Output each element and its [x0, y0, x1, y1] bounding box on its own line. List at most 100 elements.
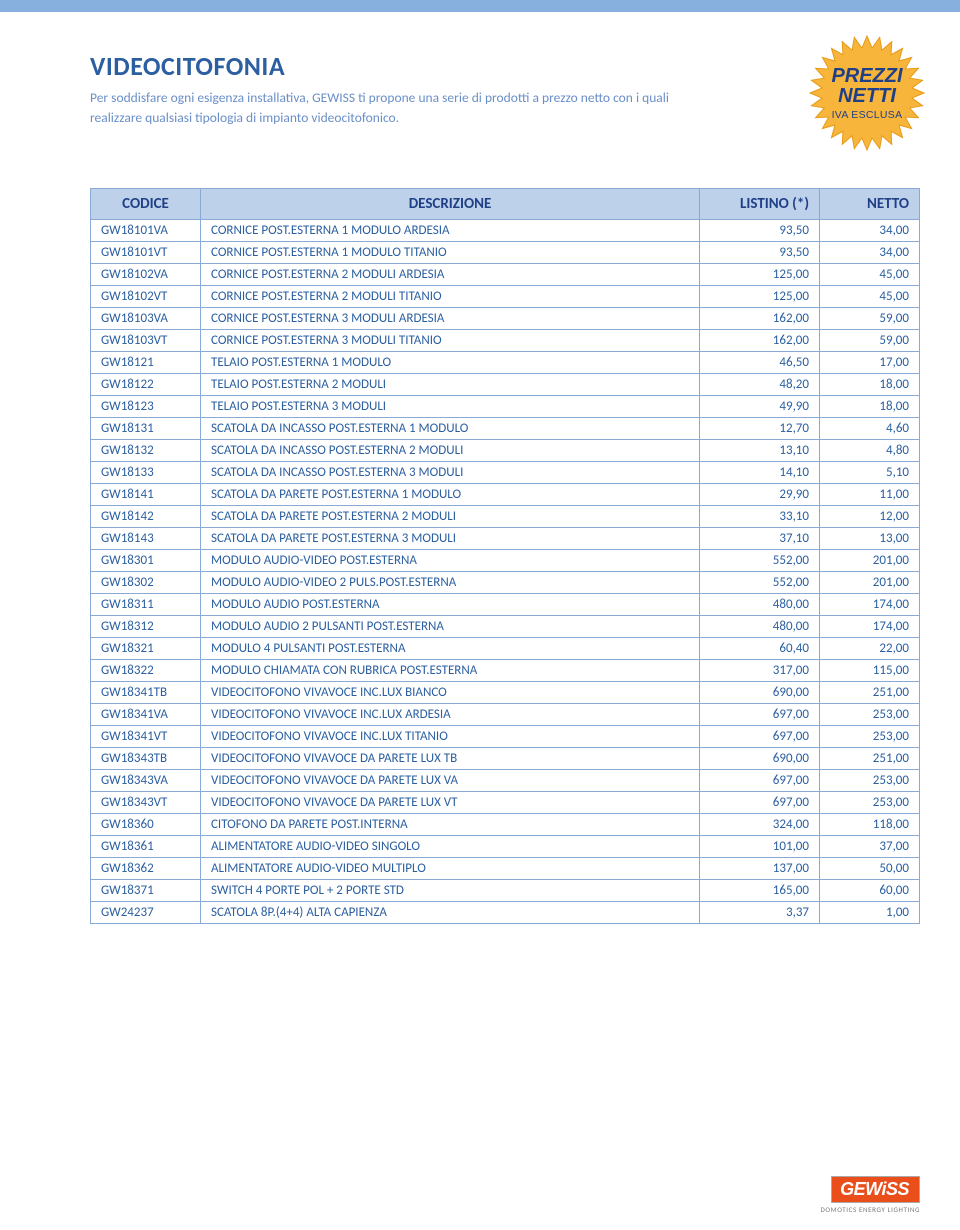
- cell-listino: 690,00: [700, 682, 820, 704]
- cell-descrizione: VIDEOCITOFONO VIVAVOCE INC.LUX TITANIO: [201, 726, 700, 748]
- cell-codice: GW18321: [91, 638, 201, 660]
- price-table: CODICE DESCRIZIONE LISTINO (*) NETTO GW1…: [90, 188, 920, 924]
- table-row: GW18360CITOFONO DA PARETE POST.INTERNA32…: [91, 814, 920, 836]
- top-accent-bar: [0, 0, 960, 12]
- table-row: GW18301MODULO AUDIO-VIDEO POST.ESTERNA55…: [91, 550, 920, 572]
- cell-listino: 480,00: [700, 616, 820, 638]
- cell-listino: 60,40: [700, 638, 820, 660]
- cell-codice: GW18142: [91, 506, 201, 528]
- cell-descrizione: MODULO AUDIO POST.ESTERNA: [201, 594, 700, 616]
- table-row: GW18103VACORNICE POST.ESTERNA 3 MODULI A…: [91, 308, 920, 330]
- cell-netto: 201,00: [820, 572, 920, 594]
- col-netto: NETTO: [820, 189, 920, 220]
- table-row: GW18371SWITCH 4 PORTE POL + 2 PORTE STD1…: [91, 880, 920, 902]
- cell-netto: 201,00: [820, 550, 920, 572]
- badge-line2: NETTI: [838, 86, 896, 106]
- cell-codice: GW18301: [91, 550, 201, 572]
- cell-descrizione: VIDEOCITOFONO VIVAVOCE DA PARETE LUX TB: [201, 748, 700, 770]
- table-row: GW18133SCATOLA DA INCASSO POST.ESTERNA 3…: [91, 462, 920, 484]
- cell-listino: 37,10: [700, 528, 820, 550]
- table-row: GW18123TELAIO POST.ESTERNA 3 MODULI49,90…: [91, 396, 920, 418]
- table-row: GW18102VTCORNICE POST.ESTERNA 2 MODULI T…: [91, 286, 920, 308]
- cell-codice: GW18361: [91, 836, 201, 858]
- cell-netto: 18,00: [820, 374, 920, 396]
- cell-codice: GW18131: [91, 418, 201, 440]
- cell-netto: 60,00: [820, 880, 920, 902]
- cell-descrizione: CORNICE POST.ESTERNA 2 MODULI ARDESIA: [201, 264, 700, 286]
- cell-listino: 49,90: [700, 396, 820, 418]
- gewiss-tagline: DOMOTICS ENERGY LIGHTING: [821, 1205, 920, 1214]
- table-row: GW18101VACORNICE POST.ESTERNA 1 MODULO A…: [91, 220, 920, 242]
- table-row: GW18321MODULO 4 PULSANTI POST.ESTERNA60,…: [91, 638, 920, 660]
- cell-codice: GW18141: [91, 484, 201, 506]
- table-row: GW18132SCATOLA DA INCASSO POST.ESTERNA 2…: [91, 440, 920, 462]
- cell-descrizione: CORNICE POST.ESTERNA 1 MODULO TITANIO: [201, 242, 700, 264]
- cell-netto: 253,00: [820, 792, 920, 814]
- col-descrizione: DESCRIZIONE: [201, 189, 700, 220]
- cell-netto: 22,00: [820, 638, 920, 660]
- cell-descrizione: ALIMENTATORE AUDIO-VIDEO MULTIPLO: [201, 858, 700, 880]
- cell-codice: GW18103VA: [91, 308, 201, 330]
- cell-netto: 17,00: [820, 352, 920, 374]
- cell-codice: GW24237: [91, 902, 201, 924]
- cell-netto: 59,00: [820, 330, 920, 352]
- cell-listino: 29,90: [700, 484, 820, 506]
- cell-codice: GW18103VT: [91, 330, 201, 352]
- cell-codice: GW18343VT: [91, 792, 201, 814]
- cell-netto: 45,00: [820, 264, 920, 286]
- cell-netto: 34,00: [820, 242, 920, 264]
- cell-codice: GW18132: [91, 440, 201, 462]
- cell-listino: 552,00: [700, 572, 820, 594]
- cell-codice: GW18371: [91, 880, 201, 902]
- price-badge: PREZZI NETTI IVA ESCLUSA: [808, 34, 926, 152]
- cell-descrizione: SCATOLA DA INCASSO POST.ESTERNA 2 MODULI: [201, 440, 700, 462]
- table-header-row: CODICE DESCRIZIONE LISTINO (*) NETTO: [91, 189, 920, 220]
- table-row: GW18141SCATOLA DA PARETE POST.ESTERNA 1 …: [91, 484, 920, 506]
- cell-listino: 137,00: [700, 858, 820, 880]
- table-row: GW18142SCATOLA DA PARETE POST.ESTERNA 2 …: [91, 506, 920, 528]
- table-row: GW18343TBVIDEOCITOFONO VIVAVOCE DA PARET…: [91, 748, 920, 770]
- cell-codice: GW18341TB: [91, 682, 201, 704]
- cell-listino: 690,00: [700, 748, 820, 770]
- cell-netto: 45,00: [820, 286, 920, 308]
- cell-listino: 125,00: [700, 264, 820, 286]
- cell-descrizione: TELAIO POST.ESTERNA 2 MODULI: [201, 374, 700, 396]
- cell-listino: 14,10: [700, 462, 820, 484]
- cell-listino: 13,10: [700, 440, 820, 462]
- cell-listino: 93,50: [700, 242, 820, 264]
- header: VIDEOCITOFONIA Per soddisfare ogni esige…: [90, 50, 920, 152]
- cell-descrizione: MODULO AUDIO 2 PULSANTI POST.ESTERNA: [201, 616, 700, 638]
- page-title: VIDEOCITOFONIA: [90, 50, 690, 82]
- cell-netto: 5,10: [820, 462, 920, 484]
- cell-netto: 13,00: [820, 528, 920, 550]
- cell-netto: 50,00: [820, 858, 920, 880]
- table-row: GW18311MODULO AUDIO POST.ESTERNA480,0017…: [91, 594, 920, 616]
- cell-netto: 34,00: [820, 220, 920, 242]
- table-row: GW18341VAVIDEOCITOFONO VIVAVOCE INC.LUX …: [91, 704, 920, 726]
- table-row: GW18103VTCORNICE POST.ESTERNA 3 MODULI T…: [91, 330, 920, 352]
- cell-netto: 1,00: [820, 902, 920, 924]
- cell-descrizione: SCATOLA 8P.(4+4) ALTA CAPIENZA: [201, 902, 700, 924]
- cell-netto: 37,00: [820, 836, 920, 858]
- cell-descrizione: SCATOLA DA PARETE POST.ESTERNA 2 MODULI: [201, 506, 700, 528]
- table-row: GW18343VTVIDEOCITOFONO VIVAVOCE DA PARET…: [91, 792, 920, 814]
- cell-descrizione: ALIMENTATORE AUDIO-VIDEO SINGOLO: [201, 836, 700, 858]
- cell-descrizione: CORNICE POST.ESTERNA 2 MODULI TITANIO: [201, 286, 700, 308]
- cell-listino: 12,70: [700, 418, 820, 440]
- cell-netto: 174,00: [820, 594, 920, 616]
- cell-codice: GW18123: [91, 396, 201, 418]
- cell-codice: GW18341VA: [91, 704, 201, 726]
- cell-descrizione: SCATOLA DA PARETE POST.ESTERNA 3 MODULI: [201, 528, 700, 550]
- cell-netto: 4,60: [820, 418, 920, 440]
- badge-line1: PREZZI: [831, 66, 902, 86]
- cell-descrizione: VIDEOCITOFONO VIVAVOCE INC.LUX ARDESIA: [201, 704, 700, 726]
- cell-listino: 162,00: [700, 308, 820, 330]
- cell-descrizione: MODULO AUDIO-VIDEO 2 PULS.POST.ESTERNA: [201, 572, 700, 594]
- table-row: GW18362ALIMENTATORE AUDIO-VIDEO MULTIPLO…: [91, 858, 920, 880]
- cell-netto: 251,00: [820, 682, 920, 704]
- col-listino: LISTINO (*): [700, 189, 820, 220]
- table-row: GW18312MODULO AUDIO 2 PULSANTI POST.ESTE…: [91, 616, 920, 638]
- cell-codice: GW18122: [91, 374, 201, 396]
- cell-netto: 253,00: [820, 726, 920, 748]
- cell-listino: 93,50: [700, 220, 820, 242]
